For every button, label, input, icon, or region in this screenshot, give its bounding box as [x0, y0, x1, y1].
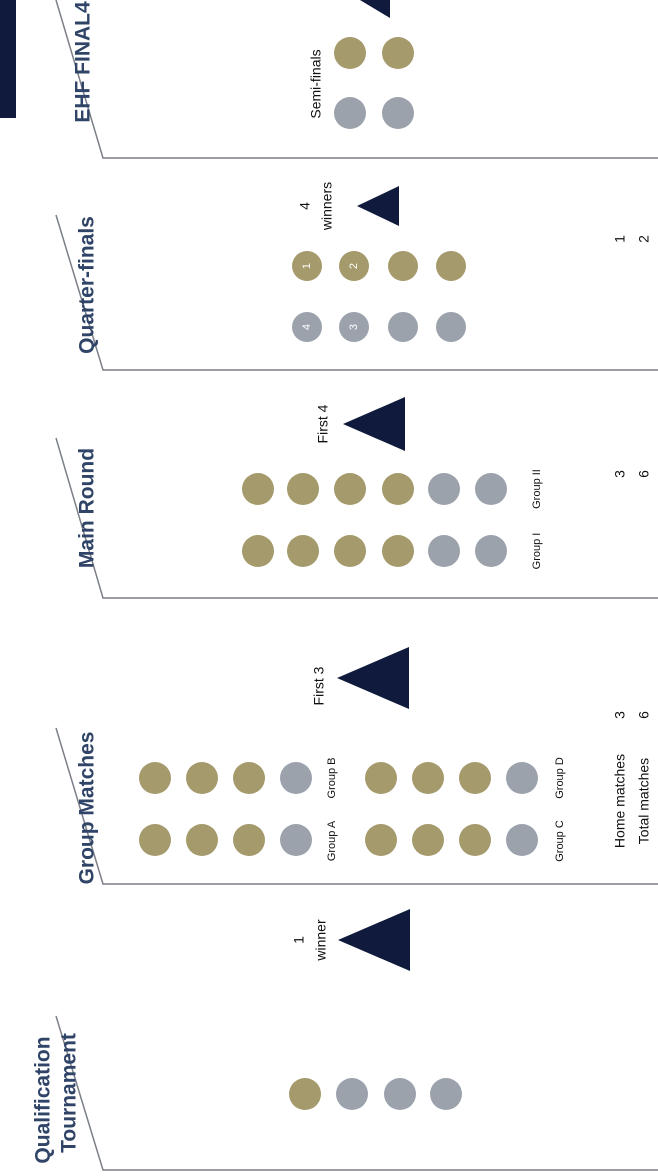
team-circle-gold	[412, 762, 444, 794]
team-circle-gold	[382, 473, 414, 505]
heading-quarter-finals: Quarter-finals	[76, 216, 99, 354]
divider-qualification	[55, 1015, 658, 1171]
team-circle-grey	[428, 535, 460, 567]
team-circle-gold	[412, 824, 444, 856]
team-circle-grey	[382, 97, 414, 129]
label-advance-winner: winner	[313, 919, 329, 962]
team-circle-grey	[436, 312, 466, 342]
team-circle-gold	[242, 473, 274, 505]
label-advance-count: 4	[297, 202, 313, 210]
team-circle-gold	[233, 762, 265, 794]
label-advance-first-4: First 4	[315, 404, 331, 443]
label-semi-finals: Semi-finals	[308, 49, 324, 118]
total-matches-value: 2	[636, 235, 652, 243]
label-group-c: Group C	[554, 820, 566, 862]
label-advance-first-3: First 3	[311, 666, 327, 705]
team-circle-gold	[287, 535, 319, 567]
label-advance-count: 1	[291, 936, 307, 944]
circle-number-label: 3	[348, 324, 360, 330]
team-circle-gold	[459, 762, 491, 794]
label-group-b: Group B	[326, 758, 338, 799]
heading-qualification-line1: Qualification	[32, 1036, 55, 1163]
team-circle-grey	[475, 473, 507, 505]
team-circle-grey	[339, 312, 369, 342]
label-group-d: Group D	[554, 757, 566, 799]
heading-qualification-line2: Tournament	[58, 1033, 81, 1153]
home-matches-value: 3	[612, 711, 628, 719]
circle-number-label: 1	[301, 263, 313, 269]
label-advance-winners: winners	[319, 182, 335, 231]
team-circle-gold	[365, 824, 397, 856]
heading-group-matches: Group Matches	[76, 732, 99, 885]
label-group-ii: Group II	[531, 469, 543, 509]
team-circle-gold	[382, 535, 414, 567]
team-circle-gold	[339, 251, 369, 281]
team-circle-gold	[365, 762, 397, 794]
team-circle-gold	[382, 37, 414, 69]
title-band	[0, 0, 16, 118]
triangle-icon	[360, 0, 390, 18]
team-circle-grey	[475, 535, 507, 567]
team-circle-grey	[280, 824, 312, 856]
team-circle-gold	[334, 473, 366, 505]
total-matches-label: Total matches	[636, 758, 652, 844]
team-circle-grey	[384, 1078, 416, 1110]
team-circle-gold	[334, 535, 366, 567]
team-circle-grey	[334, 97, 366, 129]
team-circle-grey	[506, 824, 538, 856]
divider-main-round	[55, 437, 658, 599]
team-circle-gold	[436, 251, 466, 281]
team-circle-grey	[280, 762, 312, 794]
team-circle-gold	[242, 535, 274, 567]
triangle-icon	[343, 397, 405, 451]
team-circle-gold	[388, 251, 418, 281]
team-circle-gold	[186, 824, 218, 856]
home-matches-label: Home matches	[612, 754, 628, 848]
team-circle-grey	[430, 1078, 462, 1110]
circle-number-label: 2	[348, 263, 360, 269]
team-circle-grey	[336, 1078, 368, 1110]
heading-ehf-final4: EHF FINAL4	[72, 1, 95, 123]
team-circle-gold	[186, 762, 218, 794]
heading-main-round: Main Round	[76, 448, 99, 568]
team-circle-grey	[506, 762, 538, 794]
total-matches-value: 6	[636, 711, 652, 719]
team-circle-gold	[292, 251, 322, 281]
team-circle-grey	[388, 312, 418, 342]
team-circle-gold	[459, 824, 491, 856]
team-circle-grey	[292, 312, 322, 342]
team-circle-gold	[233, 824, 265, 856]
total-matches-value: 6	[636, 470, 652, 478]
triangle-icon	[357, 186, 399, 226]
divider-group-matches	[55, 727, 658, 885]
team-circle-gold	[334, 37, 366, 69]
team-circle-gold	[139, 762, 171, 794]
team-circle-grey	[428, 473, 460, 505]
divider-quarter-finals	[55, 214, 658, 371]
home-matches-value: 1	[612, 235, 628, 243]
divider-ehf-final4	[55, 0, 658, 159]
team-circle-gold	[287, 473, 319, 505]
triangle-icon	[337, 647, 409, 709]
team-circle-gold	[289, 1078, 321, 1110]
label-group-i: Group I	[531, 533, 543, 570]
triangle-icon	[338, 909, 410, 971]
home-matches-value: 3	[612, 470, 628, 478]
circle-number-label: 4	[301, 324, 313, 330]
team-circle-gold	[139, 824, 171, 856]
label-group-a: Group A	[326, 820, 338, 861]
